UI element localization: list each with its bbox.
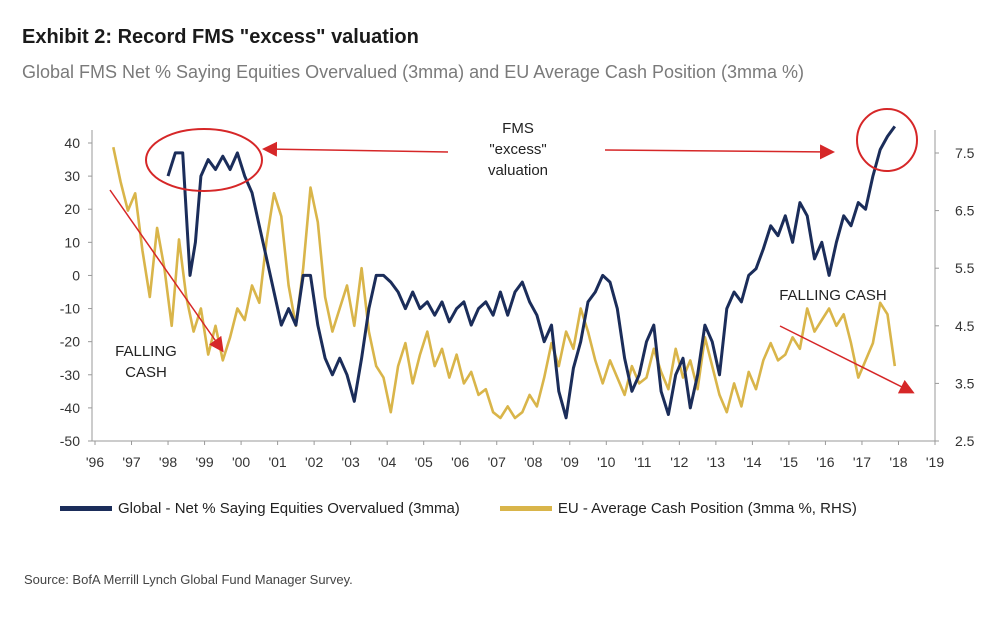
x-tick-label: '10 <box>597 454 615 470</box>
legend: Global - Net % Saying Equities Overvalue… <box>60 500 857 517</box>
x-tick-label: '08 <box>524 454 542 470</box>
annotation-falling-cash-right-line: FALLING CASH <box>779 287 887 304</box>
highlight-circle-left <box>145 128 263 192</box>
x-tick-label: '13 <box>707 454 725 470</box>
x-tick-label: '15 <box>780 454 798 470</box>
x-tick-label: '96 <box>86 454 104 470</box>
left-tick-label: 10 <box>64 234 80 250</box>
left-tick-label: -10 <box>60 301 80 317</box>
annotation-falling-cash-right: FALLING CASH <box>779 287 887 304</box>
series-group <box>112 125 897 420</box>
legend-label-global: Global - Net % Saying Equities Overvalue… <box>118 500 460 517</box>
left-tick-label: -30 <box>60 367 80 383</box>
x-tick-label: '17 <box>853 454 871 470</box>
x-tick-label: '18 <box>889 454 907 470</box>
x-tick-label: '14 <box>743 454 761 470</box>
left-tick-label: 20 <box>64 201 80 217</box>
x-tick-label: '97 <box>122 454 140 470</box>
legend-label-cash: EU - Average Cash Position (3mma %, RHS) <box>557 500 857 517</box>
left-tick-label: 30 <box>64 168 80 184</box>
left-tick-label: -50 <box>60 433 80 449</box>
x-tick-label: '05 <box>415 454 433 470</box>
x-tick-label: '03 <box>342 454 360 470</box>
source-note: Source: BofA Merrill Lynch Global Fund M… <box>24 572 353 587</box>
annotation-excess-valuation: FMS "excess" valuation <box>488 120 548 179</box>
series-line-global <box>166 125 897 420</box>
arrow-falling-cash-left <box>109 189 224 353</box>
series-line-cash <box>112 146 897 420</box>
x-tick-label: '16 <box>816 454 834 470</box>
right-tick-label: 4.5 <box>955 318 975 334</box>
left-tick-label: -40 <box>60 400 80 416</box>
arrow-to-left-circle <box>262 141 449 157</box>
x-tick-label: '98 <box>159 454 177 470</box>
chart-title: Exhibit 2: Record FMS "excess" valuation <box>22 26 419 48</box>
x-tick-label: '12 <box>670 454 688 470</box>
highlight-circle-right <box>856 108 918 172</box>
right-tick-label: 5.5 <box>955 260 975 276</box>
legend-item-cash: EU - Average Cash Position (3mma %, RHS) <box>499 500 857 517</box>
left-tick-label: 0 <box>72 267 80 283</box>
annotation-falling-cash-left: FALLING CASH <box>115 343 177 381</box>
chart-subtitle: Global FMS Net % Saying Equities Overval… <box>22 62 804 82</box>
right-tick-label: 7.5 <box>955 145 975 161</box>
annotation-excess-valuation-line: FMS <box>502 120 534 137</box>
legend-swatch-cash <box>499 506 552 511</box>
arrow-to-right-circle <box>604 144 835 160</box>
right-tick-label: 6.5 <box>955 203 975 219</box>
x-tick-label: '00 <box>232 454 250 470</box>
x-tick-label: '11 <box>634 454 651 470</box>
x-tick-label: '99 <box>195 454 213 470</box>
x-tick-label: '06 <box>451 454 469 470</box>
x-tick-label: '01 <box>268 454 286 470</box>
x-tick-label: '09 <box>561 454 579 470</box>
left-tick-label: 40 <box>64 135 80 151</box>
legend-swatch-global <box>60 506 112 511</box>
x-tick-label: '19 <box>926 454 944 470</box>
x-tick-label: '02 <box>305 454 323 470</box>
right-tick-label: 2.5 <box>955 433 975 449</box>
x-tick-label: '07 <box>488 454 506 470</box>
annotation-falling-cash-left-line: FALLING <box>115 343 177 360</box>
left-tick-label: -20 <box>60 334 80 350</box>
annotation-excess-valuation-line: "excess" <box>489 141 546 158</box>
arrow-falling-cash-right <box>779 325 915 394</box>
legend-item-global: Global - Net % Saying Equities Overvalue… <box>60 500 460 517</box>
axes: 40 30 20 10 0 -10 -20 -30 -40 -50 7.5 6.5 5.5 4.5 3.5 2… <box>60 130 975 470</box>
annotation-falling-cash-left-line: CASH <box>125 364 167 381</box>
annotation-excess-valuation-line: valuation <box>488 162 548 179</box>
right-tick-label: 3.5 <box>955 375 975 391</box>
x-tick-label: '04 <box>378 454 396 470</box>
